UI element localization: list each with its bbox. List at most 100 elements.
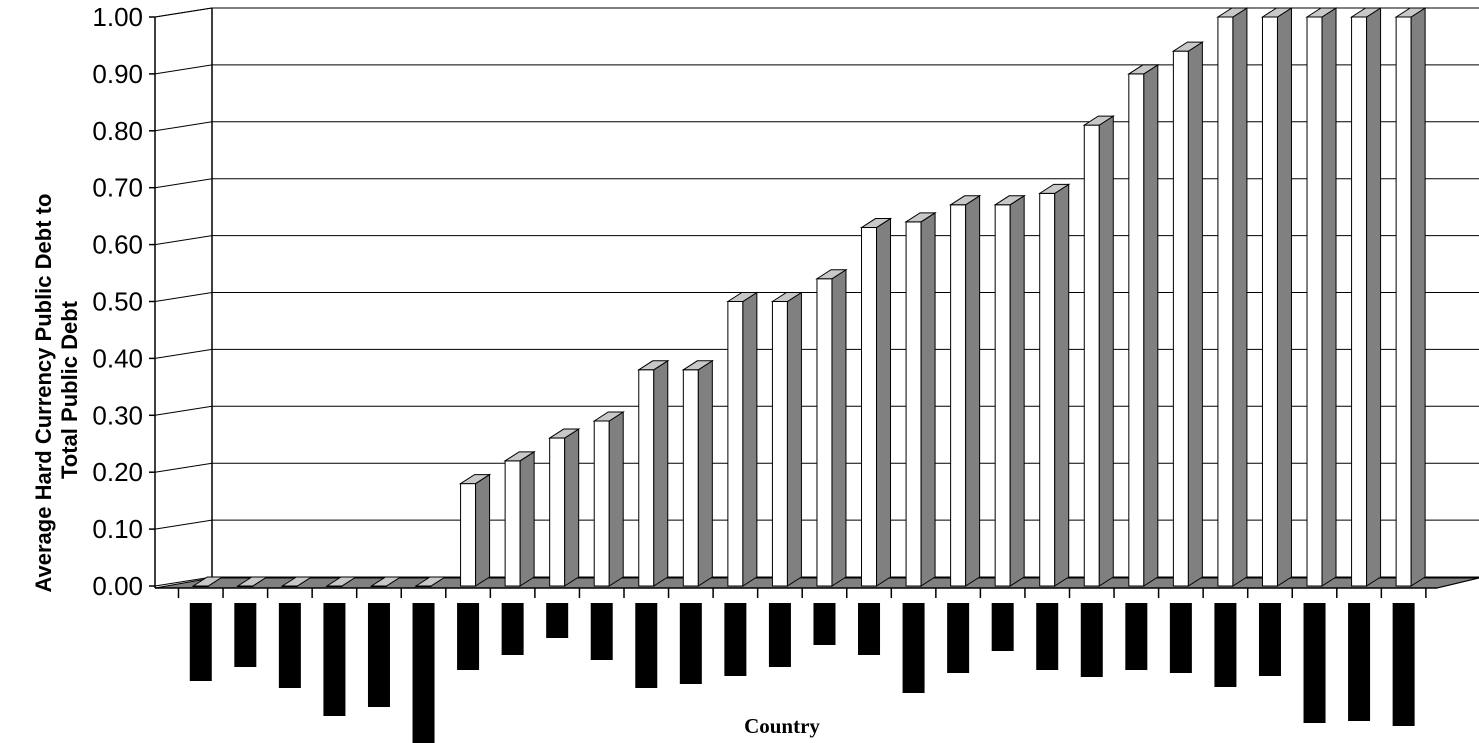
bar-top — [637, 360, 670, 371]
bar — [325, 576, 358, 587]
bar-top — [681, 360, 715, 371]
bar-front — [861, 227, 878, 587]
bar — [1349, 7, 1383, 587]
bar — [369, 576, 403, 587]
y-tick-label: 0.70 — [92, 173, 143, 203]
bar-side — [742, 291, 758, 587]
bar-top — [948, 195, 982, 206]
bar-top — [993, 195, 1026, 206]
bar-front — [994, 204, 1011, 587]
redacted-category-label — [278, 603, 301, 688]
bar-side — [786, 291, 802, 587]
y-axis-title-line-2: Total Public Debt — [57, 300, 82, 479]
bar-side — [1098, 115, 1114, 587]
y-tick-label: 0.30 — [92, 400, 143, 430]
y-tick-label: 0.90 — [92, 59, 143, 89]
y-tick-label: 0.40 — [92, 343, 143, 373]
redaction-blocks — [189, 603, 1415, 743]
redacted-category-label — [679, 603, 702, 684]
bar-front — [1351, 16, 1368, 587]
y-tick-label: 0.00 — [92, 571, 143, 601]
bar-front — [549, 437, 566, 587]
redacted-category-label — [991, 603, 1014, 651]
bar-top — [815, 269, 848, 280]
redacted-category-label — [1348, 603, 1371, 721]
bar-top — [236, 576, 269, 587]
redacted-category-label — [947, 603, 970, 673]
bar-front — [905, 221, 922, 587]
bar-front — [504, 460, 521, 587]
redacted-category-label — [457, 603, 480, 670]
bar-top — [1082, 115, 1115, 126]
bar-side — [1410, 7, 1426, 587]
bar-front — [1039, 192, 1056, 587]
redacted-category-label — [1169, 603, 1192, 673]
bar-top — [547, 428, 581, 439]
bar-front — [1261, 16, 1278, 587]
bar-front — [1217, 16, 1234, 587]
bar-front — [771, 301, 788, 587]
bar — [1394, 7, 1427, 587]
bar — [1082, 115, 1115, 587]
redacted-category-label — [546, 603, 569, 638]
bar-top — [1038, 183, 1071, 194]
bar — [1305, 7, 1338, 587]
bar — [458, 473, 492, 587]
bar-side — [876, 217, 892, 587]
bar — [1216, 7, 1249, 587]
bar-side — [1143, 63, 1159, 587]
bar — [1038, 183, 1071, 587]
bar — [859, 217, 893, 587]
bar-front — [1128, 73, 1145, 587]
bar-top — [1349, 7, 1383, 18]
bar — [503, 450, 536, 587]
bar-top — [904, 212, 937, 223]
bar-top — [191, 576, 224, 587]
bar-front — [1306, 16, 1323, 587]
bar — [1171, 41, 1205, 587]
bar-side — [1009, 194, 1025, 587]
bar — [681, 359, 715, 587]
bar-top — [1127, 64, 1160, 75]
redacted-category-label — [323, 603, 346, 716]
redacted-category-label — [1036, 603, 1059, 670]
bar-front — [1083, 124, 1100, 587]
bar-front — [1395, 16, 1412, 587]
bar-side — [564, 428, 580, 587]
bar-top — [1394, 7, 1427, 18]
bar-top — [859, 218, 893, 229]
plot-walls — [154, 7, 213, 588]
y-tick-label: 0.10 — [92, 514, 143, 544]
y-tick-label: 0.20 — [92, 457, 143, 487]
bar-front — [460, 483, 477, 587]
redacted-category-label — [1303, 603, 1326, 723]
bar — [770, 291, 804, 587]
bar — [236, 576, 269, 587]
redacted-category-label — [768, 603, 791, 667]
redacted-category-label — [724, 603, 747, 676]
bar-top — [1260, 7, 1294, 18]
redacted-category-label — [1392, 603, 1415, 726]
bar-top — [770, 292, 804, 302]
bar-side — [965, 194, 981, 587]
bar-side — [1187, 41, 1203, 587]
bar-top — [458, 474, 492, 485]
redacted-category-label — [189, 603, 212, 681]
y-tick-label: 1.00 — [92, 2, 143, 32]
redacted-category-label — [367, 603, 390, 707]
redacted-category-label — [858, 603, 881, 655]
bar-side — [1366, 7, 1382, 587]
x-axis — [155, 577, 1479, 598]
floor-right-edge — [1436, 577, 1479, 589]
bar-side — [519, 450, 535, 587]
bar-top — [726, 292, 759, 302]
redacted-category-label — [412, 603, 435, 743]
bar — [280, 576, 314, 587]
bar — [547, 428, 581, 587]
bar — [1260, 7, 1294, 587]
bar — [948, 194, 982, 587]
redacted-category-label — [590, 603, 613, 660]
y-tick-label: 0.80 — [92, 116, 143, 146]
redacted-category-label — [1214, 603, 1237, 687]
bar-side — [1054, 183, 1070, 587]
